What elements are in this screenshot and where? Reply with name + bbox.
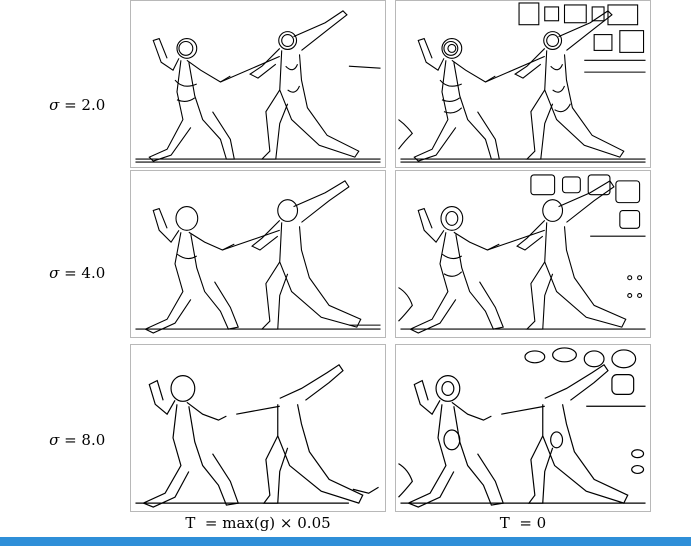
- sigma-value: = 2.0: [59, 96, 106, 114]
- edge-image-sigma2-threshold: [130, 0, 386, 168]
- fencers-edge-drawing: [398, 347, 646, 508]
- row-label-sigma-4: σ = 4.0: [30, 246, 130, 300]
- edge-image-sigma4-threshold: [130, 170, 386, 338]
- fencers-edge-drawing: [135, 10, 381, 163]
- row-label-sigma-8: σ = 8.0: [30, 413, 130, 467]
- row-label-sigma-2: σ = 2.0: [30, 78, 130, 132]
- edge-image-sigma8-threshold: [130, 344, 386, 512]
- edge-image-sigma8-zero: [395, 344, 651, 512]
- sigma-symbol: σ: [49, 96, 60, 114]
- fencers-edge-drawing: [398, 174, 646, 334]
- edge-image-sigma4-zero: [395, 170, 651, 338]
- fencers-edge-drawing: [135, 363, 379, 508]
- sigma-value: = 8.0: [59, 431, 106, 449]
- sigma-value: = 4.0: [59, 264, 106, 282]
- column-label-threshold: T = max(g) × 0.05: [185, 514, 331, 532]
- fencers-edge-drawing: [398, 2, 646, 163]
- sigma-symbol: σ: [49, 431, 60, 449]
- column-label-zero: T = 0: [499, 514, 547, 532]
- edge-image-sigma2-zero: [395, 0, 651, 168]
- bottom-accent-bar: [0, 537, 691, 546]
- sigma-symbol: σ: [49, 264, 60, 282]
- fencers-edge-drawing: [135, 180, 381, 334]
